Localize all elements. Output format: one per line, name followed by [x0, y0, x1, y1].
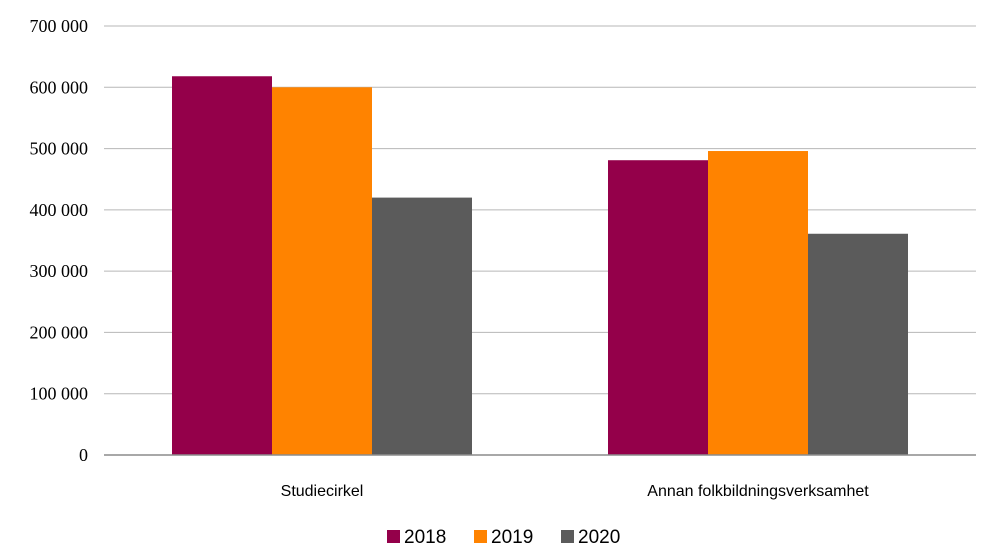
legend-label-2018: 2018: [404, 527, 446, 548]
y-tick-label: 500 000: [30, 139, 89, 159]
legend: 2018 2019 2020: [387, 527, 620, 548]
legend-swatch-2020: [561, 530, 574, 543]
x-tick-label: Studiecirkel: [281, 483, 364, 500]
bar-2019-2: [708, 151, 808, 455]
y-axis-tick-labels: 0 100 000 200 000 300 000 400 000 500 000 600 …: [30, 16, 89, 465]
legend-swatch-2019: [474, 530, 487, 543]
bar-2020-1: [372, 197, 472, 455]
legend-label-2020: 2020: [578, 527, 620, 548]
y-tick-label: 200 000: [30, 322, 89, 342]
bar-2018-1: [172, 76, 272, 456]
x-axis-tick-labels: Studiecirkel Annan folkbildningsverksamhe…: [281, 483, 870, 500]
y-tick-label: 600 000: [30, 77, 89, 97]
y-tick-label: 700 000: [30, 16, 89, 36]
bars: [172, 76, 908, 456]
legend-label-2019: 2019: [491, 527, 533, 548]
bar-2020-2: [808, 233, 908, 455]
x-tick-label: Annan folkbildningsverksamhet: [647, 483, 869, 500]
y-tick-label: 100 000: [30, 384, 89, 404]
y-tick-label: 300 000: [30, 261, 89, 281]
y-tick-label: 0: [79, 445, 88, 465]
bar-2018-2: [608, 160, 708, 456]
bar-2019-1: [272, 87, 372, 456]
y-tick-label: 400 000: [30, 200, 89, 220]
legend-swatch-2018: [387, 530, 400, 543]
